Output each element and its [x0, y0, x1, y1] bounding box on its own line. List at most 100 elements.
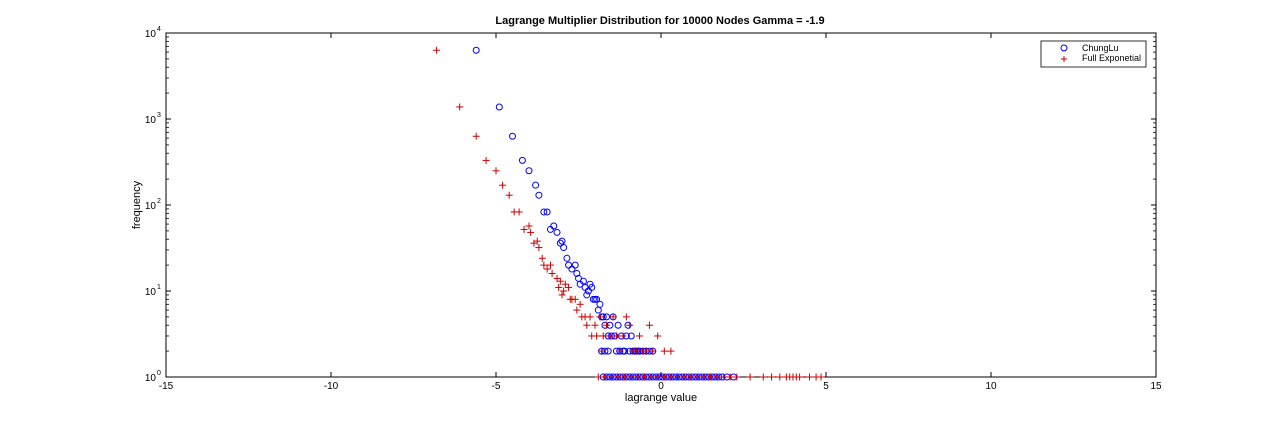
- legend-label-chunglu: ChungLu: [1082, 43, 1119, 53]
- data-point-plus: [636, 332, 644, 340]
- data-point-plus: [667, 373, 675, 381]
- data-point-circle: [586, 280, 594, 288]
- x-tick-label: -5: [492, 381, 501, 392]
- data-point-plus: [538, 254, 546, 262]
- y-axis-label: frequency: [131, 180, 143, 229]
- data-point-plus: [720, 373, 728, 381]
- data-point-circle: [532, 181, 540, 189]
- data-point-plus: [540, 261, 548, 269]
- data-point-plus: [626, 321, 634, 329]
- data-point-plus: [806, 373, 813, 381]
- x-tick-label: -15: [159, 381, 174, 392]
- data-point-plus: [576, 300, 584, 308]
- data-point-circle: [588, 283, 596, 291]
- data-point-plus: [700, 373, 708, 381]
- legend-box: [1040, 40, 1147, 68]
- data-point-plus: [472, 132, 480, 140]
- data-point-circle: [525, 167, 533, 175]
- data-point-plus: [601, 373, 609, 381]
- data-point-circle: [558, 237, 566, 245]
- data-point-plus: [533, 237, 541, 245]
- data-point-plus: [654, 332, 662, 340]
- data-point-circle: [579, 277, 587, 285]
- data-point-plus: [560, 287, 568, 295]
- data-point-plus: [707, 373, 714, 381]
- data-point-plus: [527, 228, 535, 236]
- data-point-plus: [654, 373, 662, 381]
- series-0: [472, 46, 738, 381]
- data-point-circle: [593, 295, 601, 303]
- y-tick-exponent: 0: [157, 370, 161, 377]
- data-point-circle: [560, 244, 568, 252]
- y-tick-exponent: 3: [157, 112, 161, 119]
- data-point-plus: [609, 313, 617, 321]
- data-point-circle: [540, 208, 548, 216]
- data-point-plus: [680, 373, 688, 381]
- data-point-plus: [619, 332, 627, 340]
- data-point-plus: [598, 347, 606, 355]
- legend-marker-full-exponetial: [1061, 56, 1067, 62]
- data-point-circle: [495, 103, 503, 111]
- y-tick-label: 10: [145, 115, 157, 126]
- data-point-plus: [660, 373, 668, 381]
- data-point-circle: [604, 347, 612, 355]
- x-tick-label: 0: [658, 381, 664, 392]
- data-point-plus: [492, 167, 500, 175]
- data-point-plus: [621, 373, 629, 381]
- data-point-plus: [525, 222, 533, 230]
- data-point-plus: [759, 373, 767, 381]
- data-point-plus: [603, 321, 611, 329]
- data-point-circle: [543, 208, 551, 216]
- data-point-plus: [499, 181, 507, 189]
- data-point-circle: [571, 261, 579, 269]
- data-point-plus: [556, 277, 564, 285]
- data-point-plus: [687, 373, 695, 381]
- data-point-plus: [746, 373, 754, 381]
- data-point-plus: [535, 244, 543, 252]
- y-tick-label: 10: [145, 287, 157, 298]
- x-tick-label: -10: [324, 381, 339, 392]
- data-point-plus: [593, 332, 601, 340]
- data-point-plus: [608, 373, 615, 381]
- plot-area: [165, 32, 1157, 378]
- data-points: [433, 46, 825, 381]
- data-point-circle: [563, 254, 571, 262]
- data-point-circle: [594, 306, 602, 314]
- plot-frame: [165, 32, 1157, 378]
- data-point-circle: [568, 265, 576, 273]
- data-point-plus: [641, 373, 648, 381]
- data-point-circle: [550, 222, 558, 230]
- series-1: [433, 46, 825, 381]
- data-point-plus: [573, 306, 581, 314]
- data-point-plus: [558, 291, 566, 299]
- y-tick-label: 10: [145, 29, 157, 40]
- data-point-plus: [667, 347, 675, 355]
- data-point-plus: [555, 283, 563, 291]
- data-point-plus: [548, 269, 556, 277]
- data-point-circle: [573, 269, 581, 277]
- data-point-plus: [586, 313, 594, 321]
- data-point-plus: [768, 373, 776, 381]
- legend: ChungLu Full Exponetial: [1040, 40, 1147, 68]
- data-point-circle: [584, 287, 592, 295]
- data-point-plus: [596, 313, 604, 321]
- data-point-circle: [518, 156, 526, 164]
- data-point-plus: [543, 265, 551, 273]
- data-point-plus: [622, 313, 630, 321]
- data-point-circle: [627, 332, 635, 340]
- y-tick-label: 10: [145, 201, 157, 212]
- data-point-plus: [726, 373, 734, 381]
- data-point-plus: [583, 321, 591, 329]
- y-tick-exponent: 4: [157, 26, 161, 33]
- data-point-plus: [776, 373, 784, 381]
- data-point-plus: [606, 332, 614, 340]
- data-point-plus: [693, 373, 701, 381]
- x-tick-label: 10: [985, 381, 997, 392]
- data-point-circle: [472, 46, 480, 54]
- data-point-plus: [546, 261, 554, 269]
- data-point-plus: [571, 295, 579, 303]
- y-tick-exponent: 2: [157, 198, 161, 205]
- data-point-plus: [612, 332, 620, 340]
- data-point-plus: [713, 373, 721, 381]
